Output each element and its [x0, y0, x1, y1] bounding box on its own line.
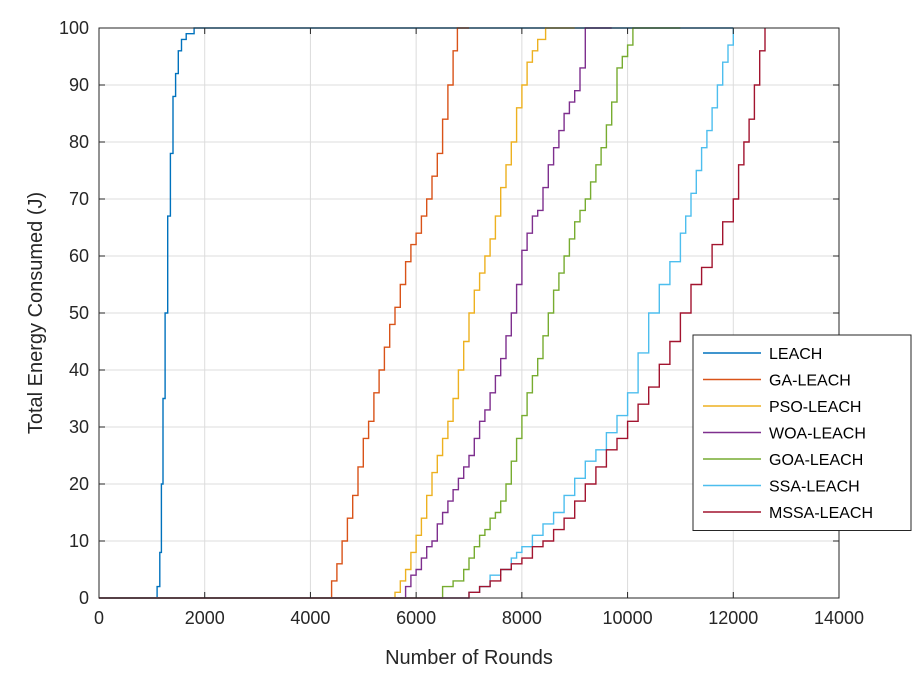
- legend-label-goa-leach: GOA-LEACH: [769, 452, 863, 469]
- series-line-leach: [99, 27, 734, 599]
- y-tick-label: 80: [69, 132, 89, 152]
- series-line-mssa-leach: [99, 28, 766, 599]
- legend-label-leach: LEACH: [769, 346, 822, 363]
- y-tick-label: 10: [69, 531, 89, 551]
- x-tick-label: 2000: [185, 608, 225, 628]
- legend-label-ssa-leach: SSA-LEACH: [769, 479, 860, 496]
- series-line-woa-leach: [99, 27, 612, 599]
- y-tick-label: 90: [69, 75, 89, 95]
- x-tick-label: 10000: [603, 608, 653, 628]
- y-tick-label: 20: [69, 474, 89, 494]
- y-axis-label: Total Energy Consumed (J): [25, 192, 47, 434]
- x-tick-label: 0: [94, 608, 104, 628]
- axis-ticks: 0 2000 4000 6000 8000 10000 12000 14000 0 10 20 30 4…: [59, 18, 864, 628]
- x-axis-label: Number of Rounds: [385, 647, 553, 669]
- x-tick-label: 12000: [708, 608, 758, 628]
- legend: LEACH GA-LEACH PSO-LEACH WOA-LEACH GOA-LEACH…: [692, 334, 912, 531]
- series-layer: [99, 27, 766, 599]
- y-tick-label: 0: [79, 588, 89, 608]
- series-line-ssa-leach: [99, 28, 734, 599]
- series-line-goa-leach: [99, 27, 681, 599]
- legend-label-ga-leach: GA-LEACH: [769, 373, 851, 390]
- x-tick-label: 8000: [502, 608, 542, 628]
- y-tick-label: 40: [69, 360, 89, 380]
- y-tick-label: 50: [69, 303, 89, 323]
- y-tick-label: 30: [69, 417, 89, 437]
- series-line-ga-leach: [99, 27, 469, 599]
- y-tick-label: 100: [59, 18, 89, 38]
- x-tick-label: 6000: [396, 608, 436, 628]
- series-line-pso-leach: [99, 27, 575, 599]
- legend-label-woa-leach: WOA-LEACH: [769, 426, 866, 443]
- y-tick-label: 60: [69, 246, 89, 266]
- y-tick-label: 70: [69, 189, 89, 209]
- x-tick-label: 4000: [290, 608, 330, 628]
- x-tick-label: 14000: [814, 608, 864, 628]
- legend-label-mssa-leach: MSSA-LEACH: [769, 505, 873, 522]
- legend-label-pso-leach: PSO-LEACH: [769, 399, 861, 416]
